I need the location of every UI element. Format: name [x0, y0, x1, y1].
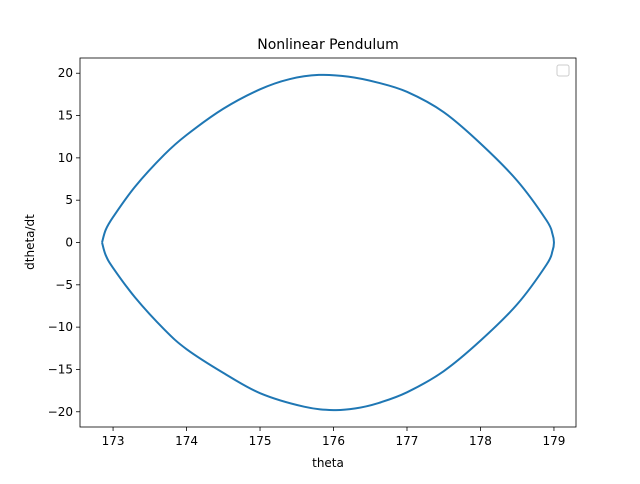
- y-axis-label: dtheta/dt: [23, 214, 37, 270]
- y-tick-label: 5: [65, 193, 73, 207]
- y-tick-label: 20: [58, 66, 73, 80]
- legend-box: [556, 64, 570, 77]
- x-tick-label: 174: [175, 434, 198, 448]
- chart-title: Nonlinear Pendulum: [257, 37, 399, 53]
- x-tick-label: 178: [469, 434, 492, 448]
- x-axis-label: theta: [312, 456, 344, 470]
- x-tick-label: 176: [322, 434, 345, 448]
- y-tick-label: −10: [48, 320, 73, 334]
- x-tick-label: 179: [543, 434, 566, 448]
- y-tick-label: −15: [48, 362, 73, 376]
- plot-area: [80, 58, 576, 427]
- y-tick-label: 10: [58, 151, 73, 165]
- x-tick-label: 173: [102, 434, 125, 448]
- series-layer: [101, 73, 555, 412]
- y-axis: −20 −15 −10 −5 0 5 10 15 20: [48, 66, 80, 419]
- x-tick-label: 177: [396, 434, 419, 448]
- x-tick-label: 175: [249, 434, 272, 448]
- x-axis: 173 174 175 176 177 178 179: [102, 427, 566, 448]
- y-tick-label: −20: [48, 405, 73, 419]
- y-tick-label: 0: [65, 236, 73, 250]
- series-line: [101, 73, 555, 412]
- y-tick-label: −5: [55, 278, 73, 292]
- y-tick-label: 15: [58, 109, 73, 123]
